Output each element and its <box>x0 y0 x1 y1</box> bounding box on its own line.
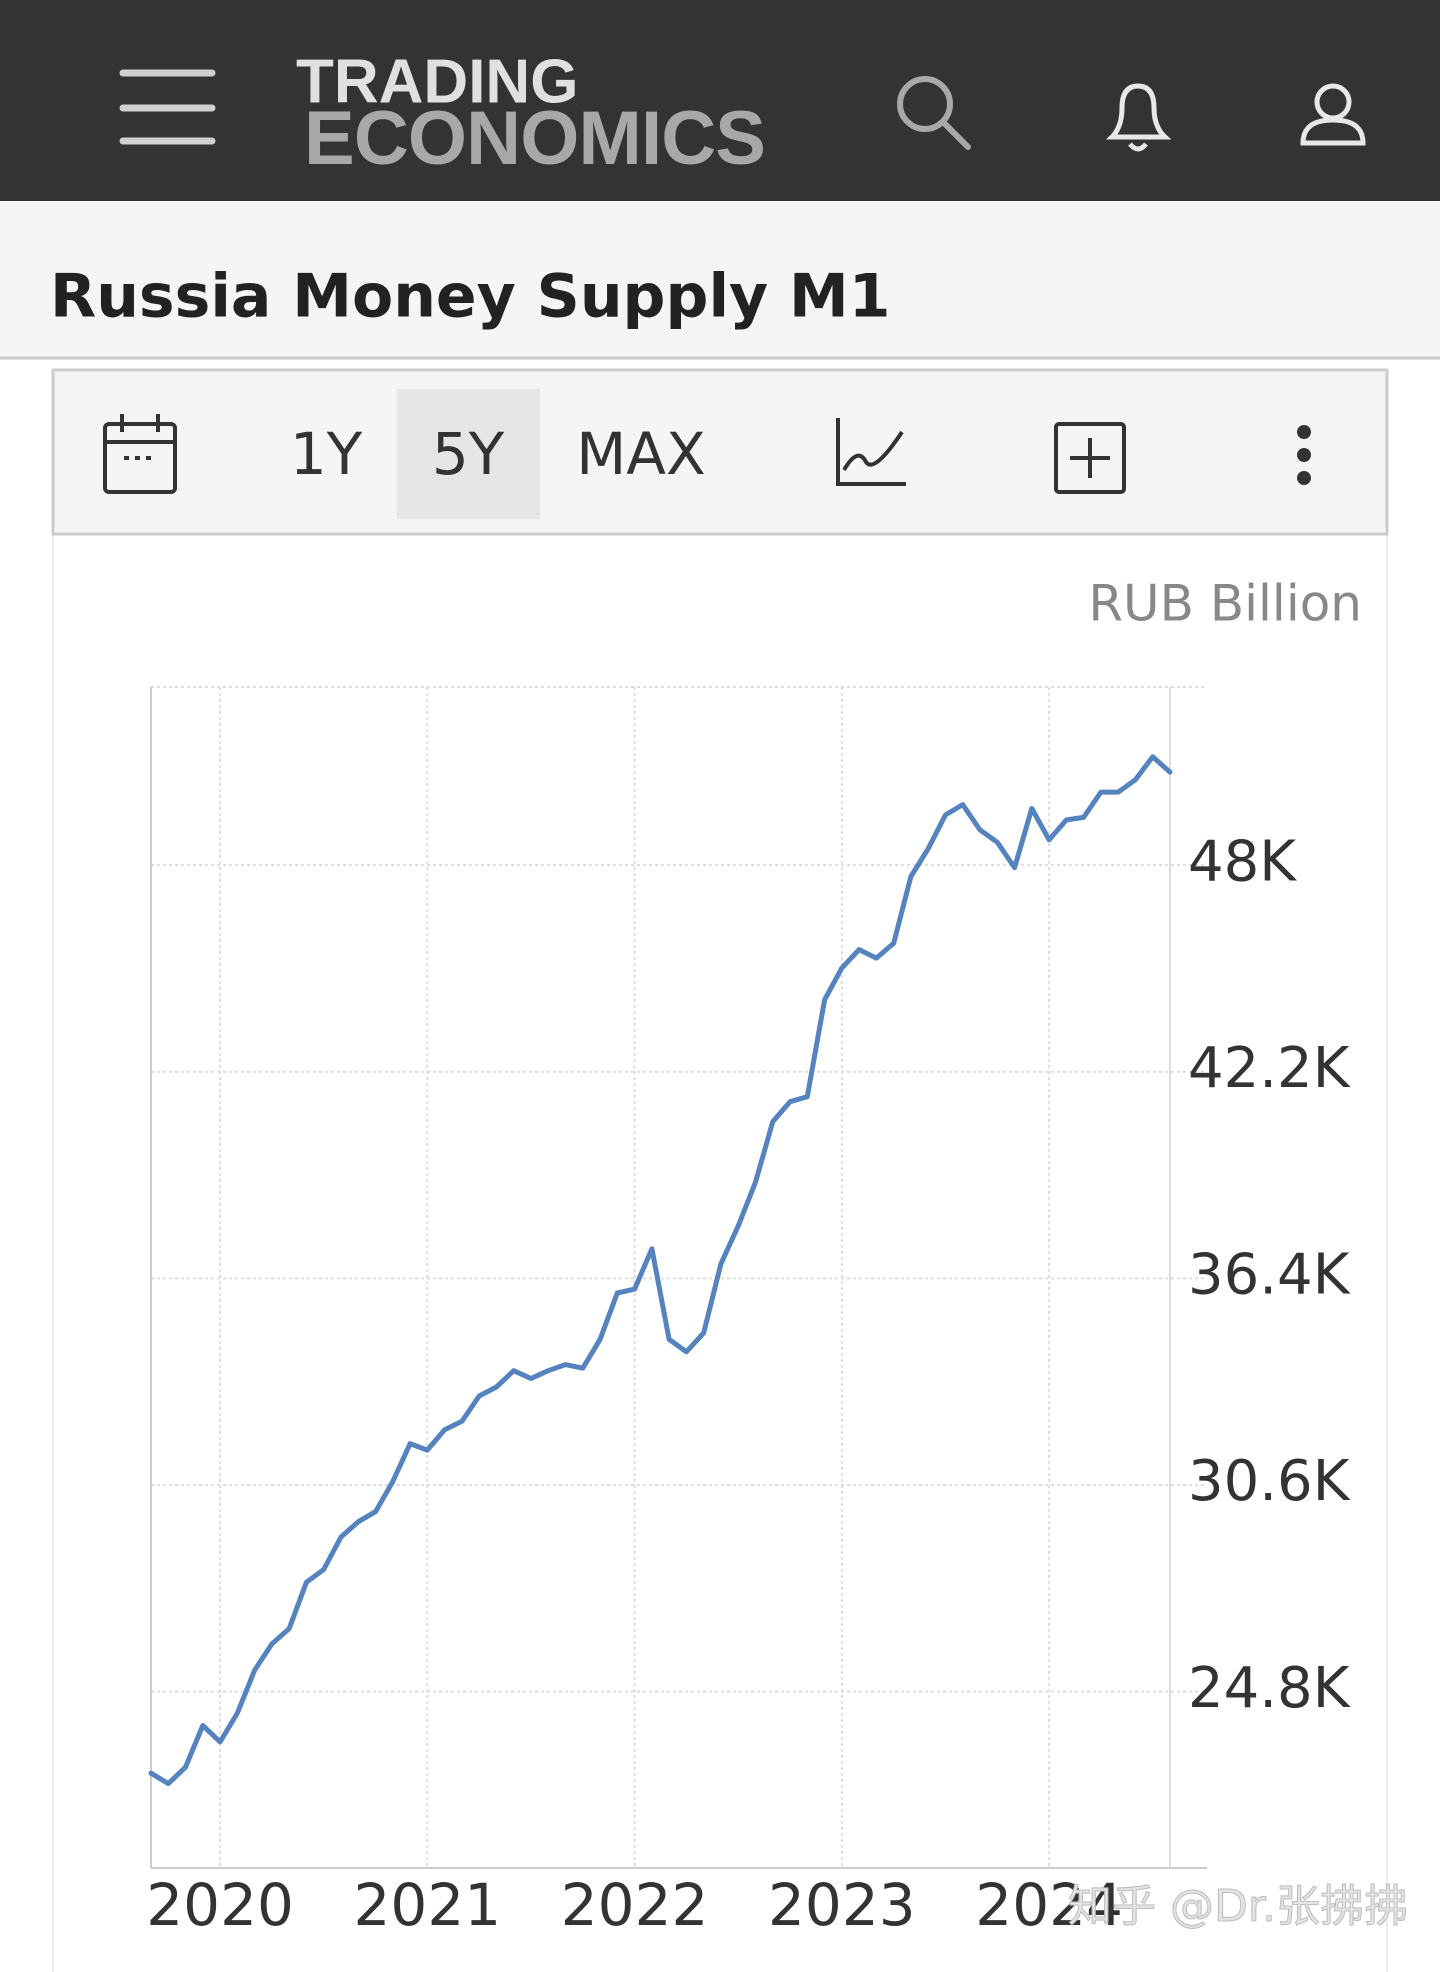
search-icon[interactable] <box>897 76 971 150</box>
more-icon[interactable] <box>1297 425 1311 485</box>
logo-bottom[interactable]: ECONOMICS <box>304 96 766 181</box>
y-tick-label: 36.4K <box>1188 1243 1351 1308</box>
bell-icon[interactable] <box>1105 83 1172 152</box>
range-button[interactable]: MAX <box>576 420 705 488</box>
toolbar <box>51 368 1389 536</box>
add-icon[interactable] <box>1054 422 1126 494</box>
chart-panel <box>52 533 1388 1972</box>
range-button[interactable]: 1Y <box>290 420 363 488</box>
x-tick-label: 2020 <box>146 1871 294 1939</box>
user-icon[interactable] <box>1300 83 1366 146</box>
watermark: 知乎 @Dr.张拂拂 <box>1068 1881 1408 1932</box>
active-range-bg <box>397 389 540 519</box>
x-tick-label: 2021 <box>354 1871 502 1939</box>
chart-type-icon[interactable] <box>836 418 906 486</box>
calendar-icon[interactable] <box>103 414 177 494</box>
menu-button[interactable] <box>119 69 216 145</box>
x-tick-label: 2022 <box>561 1871 709 1939</box>
logo-top[interactable]: TRADING <box>296 47 578 116</box>
top-bar <box>0 0 1440 201</box>
page-title: Russia Money Supply M1 <box>50 262 890 332</box>
unit-label: RUB Billion <box>1088 575 1362 633</box>
x-tick-label: 2023 <box>768 1871 916 1939</box>
y-tick-label: 42.2K <box>1188 1036 1351 1101</box>
data-line <box>148 754 1173 1787</box>
y-tick-label: 24.8K <box>1188 1656 1351 1721</box>
y-tick-label: 48K <box>1188 829 1297 894</box>
title-bar <box>0 201 1440 358</box>
range-button[interactable]: 5Y <box>432 420 505 488</box>
x-tick-label: 2024 <box>975 1871 1123 1939</box>
y-tick-label: 30.6K <box>1188 1449 1351 1514</box>
